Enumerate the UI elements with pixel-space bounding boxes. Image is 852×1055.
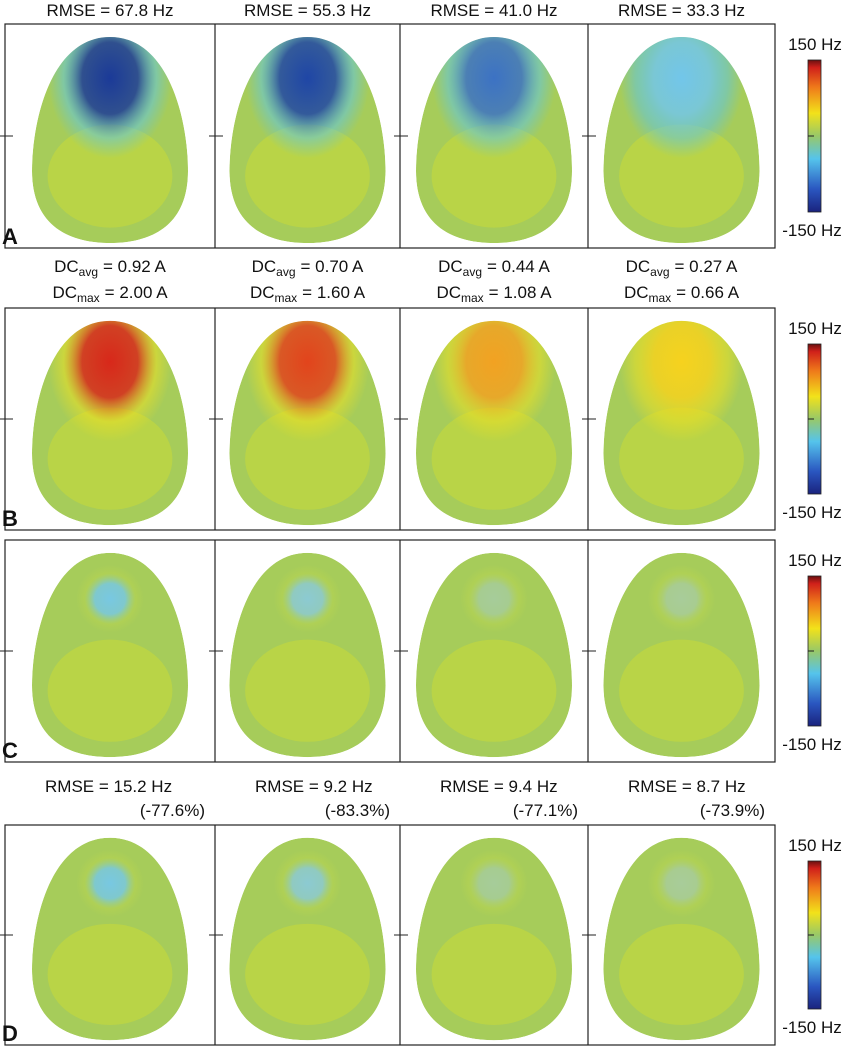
- dc-sub: avg: [463, 265, 482, 279]
- rmse-label: RMSE = 41.0 Hz: [430, 1, 557, 20]
- dc-label: DCavg = 0.92 A: [54, 257, 166, 279]
- colorbar-max: 150 Hz: [788, 836, 842, 855]
- panel-letter: A: [2, 224, 18, 249]
- head-map: [32, 36, 188, 244]
- dc-value: = 1.08 A: [489, 283, 553, 302]
- dc-base: DC: [252, 257, 277, 276]
- dc-label: DCmax = 2.00 A: [52, 283, 168, 305]
- panel-row: A: [0, 23, 776, 249]
- rmse-change: (-77.1%): [513, 801, 578, 820]
- head-map: [416, 552, 572, 758]
- head-map: [416, 837, 572, 1041]
- colorbar-max: 150 Hz: [788, 35, 842, 54]
- panel-letter: B: [2, 506, 18, 531]
- head-map: [229, 320, 386, 526]
- dc-value: = 0.70 A: [301, 257, 365, 276]
- dc-value: = 2.00 A: [105, 283, 169, 302]
- dc-sub: max: [275, 291, 298, 305]
- head-map: [229, 837, 386, 1041]
- panel-letter: C: [2, 738, 18, 763]
- rmse-label: RMSE = 9.4 Hz: [440, 777, 558, 796]
- colorbar-max: 150 Hz: [788, 319, 842, 338]
- head-map: [603, 837, 760, 1041]
- rmse-label: RMSE = 15.2 Hz: [45, 777, 172, 796]
- dc-sub: max: [77, 291, 100, 305]
- dc-base: DC: [626, 257, 651, 276]
- rmse-label: RMSE = 55.3 Hz: [244, 1, 371, 20]
- head-map: [229, 552, 386, 758]
- rmse-change: (-77.6%): [140, 801, 205, 820]
- colorbar-min: -150 Hz: [782, 735, 842, 754]
- head-map: [603, 320, 760, 526]
- dc-label: DCavg = 0.27 A: [626, 257, 738, 279]
- dc-value: = 1.60 A: [302, 283, 366, 302]
- dc-base: DC: [54, 257, 79, 276]
- dc-sub: avg: [650, 265, 669, 279]
- dc-value: = 0.66 A: [676, 283, 740, 302]
- rmse-label: RMSE = 9.2 Hz: [255, 777, 373, 796]
- colorbar-min: -150 Hz: [782, 221, 842, 240]
- head-map: [416, 36, 572, 244]
- head-map: [32, 320, 188, 526]
- colorbar-max: 150 Hz: [788, 551, 842, 570]
- head-map: [603, 552, 760, 758]
- rmse-change: (-83.3%): [325, 801, 390, 820]
- dc-base: DC: [52, 283, 77, 302]
- panel-row: D: [0, 824, 776, 1046]
- head-map: [32, 837, 188, 1041]
- head-map: [32, 552, 188, 758]
- dc-sub: max: [649, 291, 672, 305]
- dc-label: DCmax = 1.60 A: [250, 283, 366, 305]
- colorbar-min: -150 Hz: [782, 503, 842, 522]
- rmse-label: RMSE = 67.8 Hz: [46, 1, 173, 20]
- dc-label: DCmax = 0.66 A: [624, 283, 740, 305]
- panel-letter: D: [2, 1021, 18, 1046]
- dc-base: DC: [250, 283, 275, 302]
- dc-sub: avg: [79, 265, 98, 279]
- rmse-label: RMSE = 8.7 Hz: [628, 777, 746, 796]
- colorbar-min: -150 Hz: [782, 1018, 842, 1037]
- dc-label: DCmax = 1.08 A: [436, 283, 552, 305]
- dc-sub: avg: [276, 265, 295, 279]
- head-map: [603, 36, 760, 244]
- dc-base: DC: [438, 257, 463, 276]
- dc-label: DCavg = 0.70 A: [252, 257, 364, 279]
- dc-value: = 0.27 A: [675, 257, 739, 276]
- head-map: [416, 320, 572, 526]
- panel-row: C: [0, 539, 776, 763]
- rmse-change: (-73.9%): [700, 801, 765, 820]
- dc-value: = 0.92 A: [103, 257, 167, 276]
- panel-row: B: [0, 307, 776, 531]
- dc-base: DC: [624, 283, 649, 302]
- dc-label: DCavg = 0.44 A: [438, 257, 550, 279]
- dc-value: = 0.44 A: [487, 257, 551, 276]
- rmse-label: RMSE = 33.3 Hz: [618, 1, 745, 20]
- head-map: [229, 36, 386, 244]
- dc-base: DC: [436, 283, 461, 302]
- dc-sub: max: [461, 291, 484, 305]
